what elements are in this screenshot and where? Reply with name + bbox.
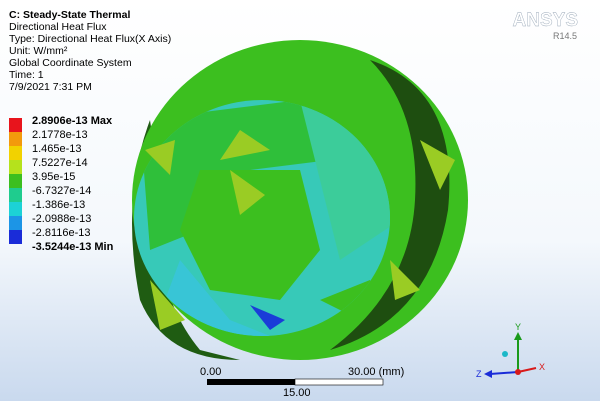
legend-label: -3.5244e-13 Min bbox=[32, 241, 114, 253]
header-line: Global Coordinate System bbox=[9, 57, 132, 69]
logo-version: R14.5 bbox=[553, 31, 577, 41]
legend-label: -1.386e-13 bbox=[32, 199, 85, 211]
header-line: 7/9/2021 7:31 PM bbox=[9, 81, 92, 93]
scale-bar-light bbox=[295, 379, 383, 385]
legend-label: -2.8116e-13 bbox=[32, 227, 91, 239]
legend-scale bbox=[9, 118, 22, 244]
title: C: Steady-State Thermal bbox=[9, 9, 130, 21]
triad-label: X bbox=[539, 362, 545, 372]
legend-label: 2.1778e-13 bbox=[32, 129, 88, 141]
legend-label: 7.5227e-14 bbox=[32, 157, 88, 169]
legend-label: -2.0988e-13 bbox=[32, 213, 91, 225]
header-line: Directional Heat Flux bbox=[9, 21, 107, 33]
triad-label: Z bbox=[476, 369, 482, 379]
viewport: C: Steady-State Thermal Directional Heat… bbox=[0, 0, 600, 401]
scale-start: 0.00 bbox=[200, 366, 221, 378]
model bbox=[132, 40, 468, 360]
legend-label: -6.7327e-14 bbox=[32, 185, 91, 197]
scale-middle: 15.00 bbox=[283, 387, 311, 399]
header-line: Type: Directional Heat Flux(X Axis) bbox=[9, 33, 171, 45]
scale-bar-dark bbox=[207, 379, 295, 385]
scale-end: 30.00 (mm) bbox=[348, 366, 404, 378]
header-line: Time: 1 bbox=[9, 69, 44, 81]
legend-label: 3.95e-15 bbox=[32, 171, 75, 183]
legend-label: 1.465e-13 bbox=[32, 143, 82, 155]
header-line: Unit: W/mm² bbox=[9, 45, 68, 57]
triad-label: Y bbox=[515, 322, 521, 332]
logo: ANSYS bbox=[513, 10, 578, 31]
legend-label: 2.8906e-13 Max bbox=[32, 115, 113, 127]
